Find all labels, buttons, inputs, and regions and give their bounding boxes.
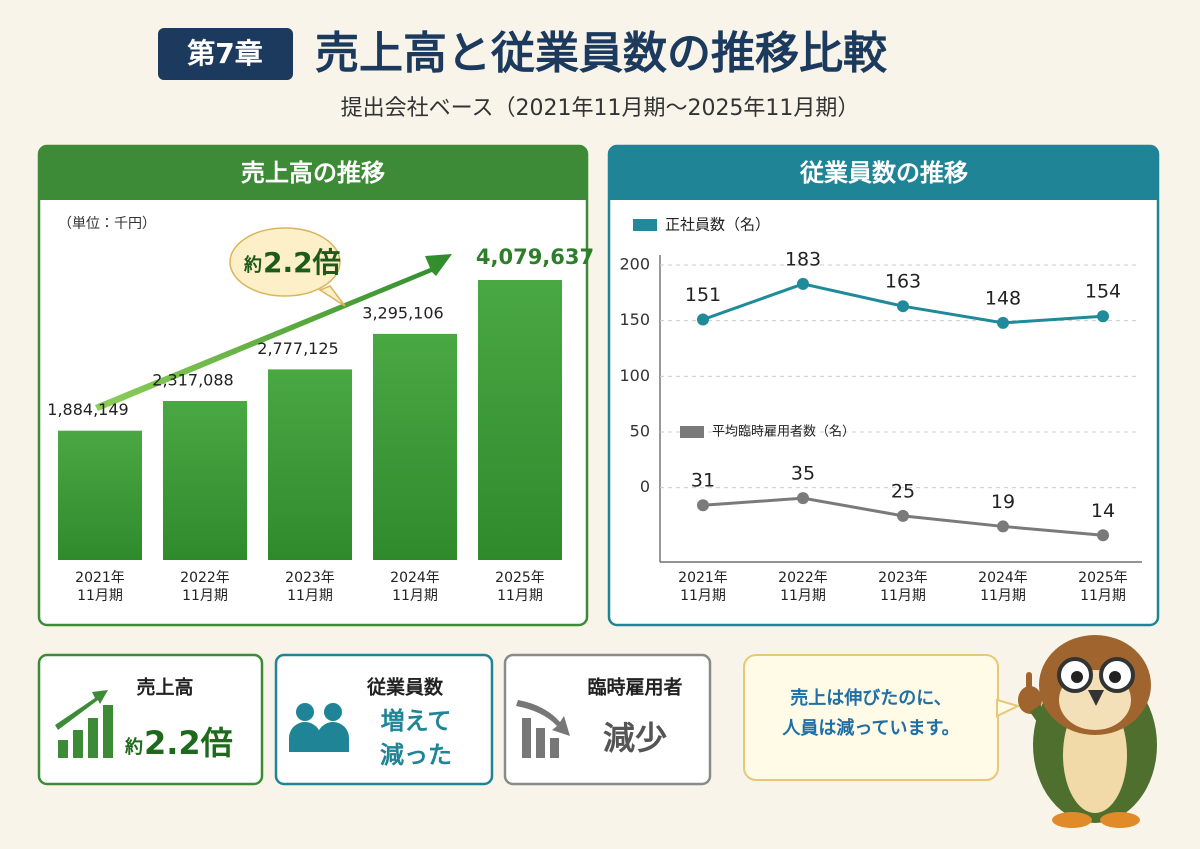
mascot xyxy=(1018,635,1157,828)
card-title: 売上高 xyxy=(136,676,193,699)
point xyxy=(997,316,1009,329)
point xyxy=(697,499,709,512)
growth-icon xyxy=(55,690,113,758)
subtitle: 提出会社ベース（2021年11月期〜2025年11月期） xyxy=(341,96,860,121)
value-label: 151 xyxy=(685,284,721,306)
value-label: 3,295,106 xyxy=(362,303,443,322)
value-label: 14 xyxy=(1091,500,1115,522)
value-label: 19 xyxy=(991,491,1015,513)
x-tick-label: 2025年 11月期 xyxy=(1078,570,1128,604)
chapter-badge xyxy=(158,28,293,80)
value-label: 1,884,149 xyxy=(47,400,128,419)
value-label: 163 xyxy=(885,271,921,293)
x-tick-label: 2021年 11月期 xyxy=(75,570,125,604)
value-label: 35 xyxy=(791,463,815,485)
title: 売上高と従業員数の推移比較 xyxy=(315,28,888,79)
legend-label: 平均臨時雇用者数（名） xyxy=(712,424,855,440)
card-value: 減少 xyxy=(602,719,667,757)
x-tick-label: 2023年 11月期 xyxy=(285,570,335,604)
unit-label: （単位：千円） xyxy=(58,216,156,232)
annotation-prefix: 約 xyxy=(243,254,262,276)
chart-title: 従業員数の推移 xyxy=(799,159,968,187)
staff-panel-header xyxy=(609,146,1158,200)
value-label: 31 xyxy=(691,470,715,492)
x-tick-label: 2022年 11月期 xyxy=(180,570,230,604)
y-tick-label: 100 xyxy=(619,366,650,385)
x-tick-label: 2025年 11月期 xyxy=(495,570,545,604)
value-label: 25 xyxy=(891,480,915,502)
x-tick-label: 2024年 11月期 xyxy=(390,570,440,604)
bubble-tail xyxy=(318,285,346,307)
people-icon xyxy=(289,703,349,752)
growth-arrow xyxy=(95,254,452,411)
y-tick-label: 0 xyxy=(640,477,650,496)
point xyxy=(1097,529,1109,542)
value-label: 148 xyxy=(985,287,1021,309)
point xyxy=(1097,310,1109,323)
chapter: 第7章 xyxy=(187,37,262,70)
bar xyxy=(163,400,247,560)
point xyxy=(897,509,909,522)
y-tick-label: 200 xyxy=(619,255,650,274)
value-label: 183 xyxy=(785,248,821,270)
bar xyxy=(268,369,352,560)
y-tick-label: 150 xyxy=(619,310,650,329)
x-tick-label: 2022年 11月期 xyxy=(778,570,828,604)
chart-title: 売上高の推移 xyxy=(241,159,385,187)
annotation-text: 2.2倍 xyxy=(263,246,341,279)
card-title: 臨時雇用者 xyxy=(587,676,682,699)
value-label: 154 xyxy=(1085,281,1121,303)
bar xyxy=(373,333,457,560)
card xyxy=(37,653,264,786)
x-tick-label: 2021年 11月期 xyxy=(678,570,728,604)
point xyxy=(697,313,709,326)
value-label: 2,317,088 xyxy=(152,370,233,389)
bar xyxy=(478,280,562,560)
card-prefix: 約 xyxy=(124,736,143,758)
annotation-bubble xyxy=(229,227,341,297)
card-value: 増えて 減った xyxy=(380,707,452,769)
speech-text: 売上は伸びたのに、 人員は減っています。 xyxy=(782,688,960,739)
value-label: 2,777,125 xyxy=(257,339,338,358)
point xyxy=(797,277,809,290)
decline-icon xyxy=(516,700,570,758)
point xyxy=(797,492,809,505)
card-title: 従業員数 xyxy=(366,676,444,699)
speech-bubble xyxy=(743,654,999,781)
point xyxy=(897,300,909,313)
point xyxy=(997,520,1009,533)
sales-panel-header xyxy=(39,146,587,200)
legend-swatch xyxy=(633,219,657,231)
x-tick-label: 2024年 11月期 xyxy=(978,570,1028,604)
value-label: 4,079,637 xyxy=(476,245,594,269)
legend-swatch xyxy=(680,426,704,438)
x-tick-label: 2023年 11月期 xyxy=(878,570,928,604)
legend-label: 正社員数（名） xyxy=(665,216,770,234)
speech-tail xyxy=(996,698,1021,718)
bar xyxy=(58,430,142,560)
y-tick-label: 50 xyxy=(630,421,650,440)
card-value: 2.2倍 xyxy=(144,724,233,762)
